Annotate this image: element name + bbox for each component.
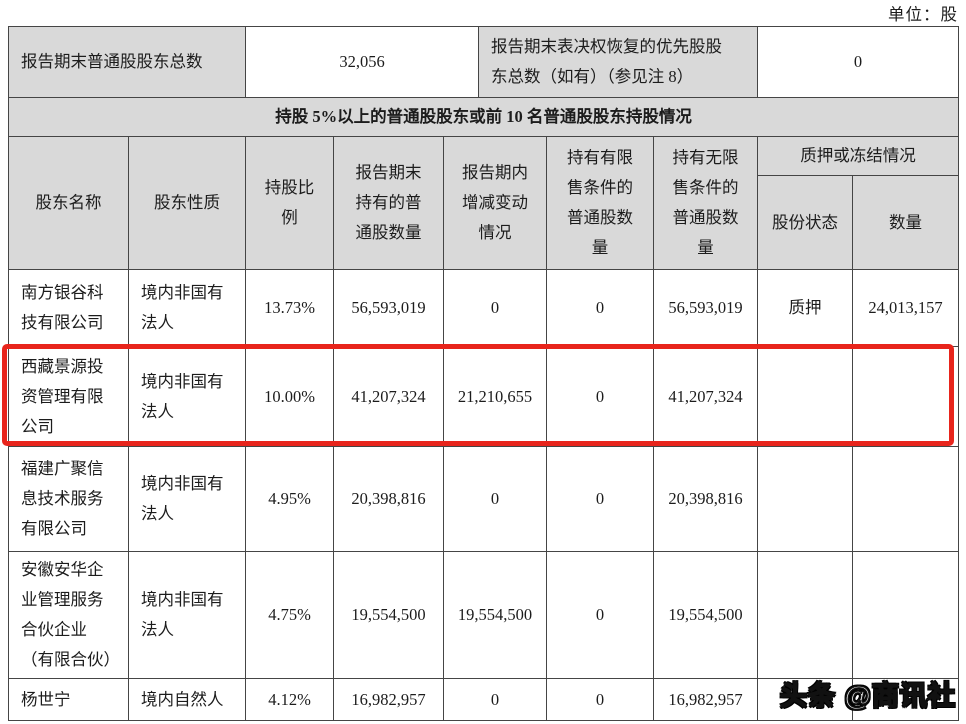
section-title: 持股 5%以上的普通股股东或前 10 名普通股股东持股情况	[8, 96, 959, 138]
shareholders-table: 股东名称 股东性质 持股比例 报告期末持有的普通股数量 报告期内增减变动情况 持…	[8, 136, 959, 721]
col-header-share-status: 股份状态	[757, 175, 853, 270]
cell-unrestricted-shares: 16,982,957	[653, 678, 758, 721]
col-header-change-in-period: 报告期内增减变动情况	[443, 136, 547, 270]
cell-shareholder-name: 西藏景源投资管理有限公司	[8, 346, 129, 447]
col-header-shares-held-end: 报告期末持有的普通股数量	[333, 136, 444, 270]
cell-restricted-shares: 0	[546, 551, 654, 679]
header-row-top: 股东名称 股东性质 持股比例 报告期末持有的普通股数量 报告期内增减变动情况 持…	[8, 136, 959, 270]
cell-share-status	[757, 551, 853, 679]
cell-shareholder-name: 福建广聚信息技术服务有限公司	[8, 446, 129, 552]
cell-shareholding-ratio: 4.12%	[245, 678, 334, 721]
cell-shares-held-end: 20,398,816	[333, 446, 444, 552]
summary-row: 报告期末普通股股东总数 32,056 报告期末表决权恢复的优先股股东总数（如有）…	[8, 26, 959, 98]
col-header-shareholding-ratio: 持股比例	[245, 136, 334, 270]
col-header-shareholder-name: 股东名称	[8, 136, 129, 270]
cell-pledged-quantity: 24,013,157	[852, 269, 959, 347]
summary-table: 报告期末普通股股东总数 32,056 报告期末表决权恢复的优先股股东总数（如有）…	[8, 26, 959, 98]
watermark: 头条 @商讯社	[779, 680, 956, 711]
ordinary-shareholders-value: 32,056	[245, 26, 479, 98]
cell-restricted-shares: 0	[546, 269, 654, 347]
table-row: 杨世宁 境内自然人 4.12% 16,982,957 0 0 16,982,95…	[8, 678, 959, 721]
col-header-pledge-group: 质押或冻结情况	[757, 136, 959, 176]
cell-shareholder-nature: 境内非国有法人	[128, 269, 246, 347]
preferred-shareholders-value: 0	[757, 26, 959, 98]
cell-restricted-shares: 0	[546, 446, 654, 552]
cell-pledged-quantity	[852, 678, 959, 721]
cell-share-status	[757, 446, 853, 552]
cell-shares-held-end: 19,554,500	[333, 551, 444, 679]
section-title-row: 持股 5%以上的普通股股东或前 10 名普通股股东持股情况	[8, 96, 959, 138]
cell-change-in-period: 0	[443, 269, 547, 347]
header-row-sub: 股份状态 数量	[9, 175, 959, 270]
cell-shares-held-end: 56,593,019	[333, 269, 444, 347]
cell-shareholding-ratio: 4.75%	[245, 551, 334, 679]
cell-shareholder-name: 安徽安华企业管理服务合伙企业（有限合伙）	[8, 551, 129, 679]
cell-restricted-shares: 0	[546, 678, 654, 721]
cell-shareholder-name: 南方银谷科技有限公司	[8, 269, 129, 347]
cell-restricted-shares: 0	[546, 346, 654, 447]
section-title-table: 持股 5%以上的普通股股东或前 10 名普通股股东持股情况	[8, 96, 959, 138]
cell-change-in-period: 0	[443, 446, 547, 552]
cell-shareholder-nature: 境内非国有法人	[128, 446, 246, 552]
cell-unrestricted-shares: 20,398,816	[653, 446, 758, 552]
cell-unrestricted-shares: 41,207,324	[653, 346, 758, 447]
cell-shareholder-nature: 境内自然人	[128, 678, 246, 721]
table-row: 安徽安华企业管理服务合伙企业（有限合伙） 境内非国有法人 4.75% 19,55…	[8, 551, 959, 679]
cell-share-status	[757, 678, 853, 721]
cell-shareholding-ratio: 4.95%	[245, 446, 334, 552]
cell-shares-held-end: 41,207,324	[333, 346, 444, 447]
col-header-unrestricted-shares: 持有无限售条件的普通股数量	[653, 136, 758, 270]
cell-unrestricted-shares: 56,593,019	[653, 269, 758, 347]
cell-share-status: 质押	[757, 269, 853, 347]
cell-shareholder-nature: 境内非国有法人	[128, 551, 246, 679]
cell-shares-held-end: 16,982,957	[333, 678, 444, 721]
cell-shareholding-ratio: 13.73%	[245, 269, 334, 347]
col-header-restricted-shares: 持有有限售条件的普通股数量	[546, 136, 654, 270]
cell-shareholder-name: 杨世宁	[8, 678, 129, 721]
col-header-shareholder-nature: 股东性质	[128, 136, 246, 270]
cell-share-status	[757, 346, 853, 447]
cell-change-in-period: 19,554,500	[443, 551, 547, 679]
table-row-highlighted: 西藏景源投资管理有限公司 境内非国有法人 10.00% 41,207,324 2…	[8, 346, 959, 447]
ordinary-shareholders-label: 报告期末普通股股东总数	[8, 26, 246, 98]
cell-pledged-quantity	[852, 551, 959, 679]
table-row: 南方银谷科技有限公司 境内非国有法人 13.73% 56,593,019 0 0…	[8, 269, 959, 347]
cell-unrestricted-shares: 19,554,500	[653, 551, 758, 679]
table-row: 福建广聚信息技术服务有限公司 境内非国有法人 4.95% 20,398,816 …	[8, 446, 959, 552]
cell-shareholding-ratio: 10.00%	[245, 346, 334, 447]
cell-pledged-quantity	[852, 346, 959, 447]
unit-label: 单位：股	[888, 5, 958, 24]
cell-shareholder-nature: 境内非国有法人	[128, 346, 246, 447]
col-header-pledge-quantity: 数量	[852, 175, 959, 270]
cell-change-in-period: 21,210,655	[443, 346, 547, 447]
cell-pledged-quantity	[852, 446, 959, 552]
cell-change-in-period: 0	[443, 678, 547, 721]
preferred-shareholders-label: 报告期末表决权恢复的优先股股东总数（如有）（参见注 8）	[478, 26, 758, 98]
